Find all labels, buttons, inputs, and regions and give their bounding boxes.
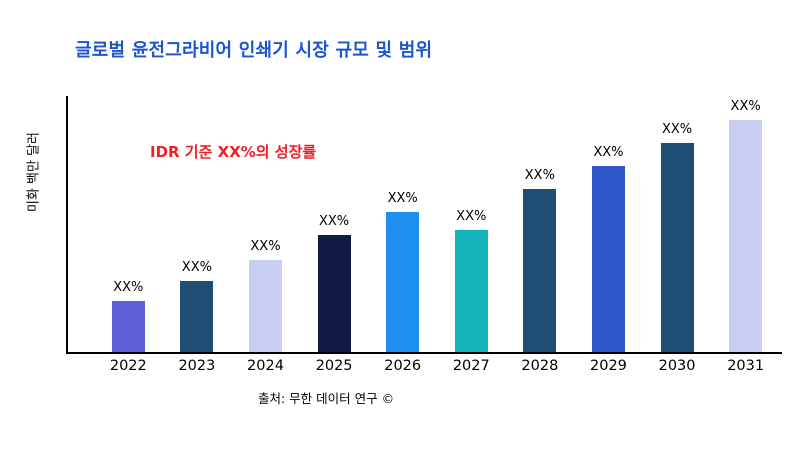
y-axis-label: 미화 백만 달러 [26,131,42,213]
bar-value-label: XX% [387,190,418,206]
growth-annotation: IDR 기준 XX%의 성장률 [150,143,317,161]
x-tick-2030: 2030 [658,358,696,374]
bar-2024 [248,260,282,352]
bar-value-label: XX% [456,208,487,224]
x-tick-2031: 2031 [727,358,765,374]
bar-value-label: XX% [113,280,144,295]
bar-2029 [591,165,625,352]
bar-value-label: XX% [524,167,555,183]
bar-group-2029: XX% [574,97,643,352]
bars-container: XX% XX% XX% XX% XX% XX% XX% XX% XX% XX% [68,97,780,352]
x-axis-line [66,352,782,354]
bar-group-2026: XX% [368,97,437,352]
x-tick-2024: 2024 [247,358,284,374]
bar-value-label: XX% [593,144,624,160]
bar-value-label: XX% [181,259,212,275]
x-tick-2026: 2026 [384,358,422,374]
bar-group-2031: XX% [711,97,780,352]
bar-2030 [660,142,694,352]
bar-2031 [729,119,763,352]
bar-value-label: XX% [318,213,350,229]
source-caption: 출처: 무한 데이터 연구 © [258,391,395,406]
x-tick-2028: 2028 [521,358,559,374]
bar-group-2023: XX% [163,97,232,352]
x-tick-2027: 2027 [452,358,490,374]
bar-value-label: XX% [730,98,761,114]
bar-group-2030: XX% [643,97,712,352]
bar-value-label: XX% [661,121,693,137]
x-tick-2029: 2029 [590,358,627,374]
plot-area: IDR 기준 XX%의 성장률 XX% XX% XX% XX% XX% XX% XX% XX%… [68,97,780,352]
y-axis-line [66,96,68,354]
bar-2026 [386,211,420,352]
ticks-row: 2022 2023 2024 2025 2026 2027 2028 2029 2030 2031 [68,358,780,374]
bar-group-2028: XX% [506,97,575,352]
chart-title: 글로벌 윤전그라비어 인쇄기 시장 규모 및 범위 [75,40,433,61]
x-tick-2025: 2025 [315,358,353,374]
bar-2028 [523,188,557,352]
x-tick-2022: 2022 [109,358,147,374]
bar-2023 [180,280,214,352]
bar-group-2024: XX% [231,97,300,352]
bar-group-2027: XX% [437,97,506,352]
bar-value-label: XX% [250,239,281,255]
x-tick-2023: 2023 [178,358,216,374]
bar-group-2022: XX% [94,97,163,352]
bar-2025 [317,234,351,352]
bar-2022 [111,301,145,352]
bar-2027 [454,229,488,352]
bar-group-2025: XX% [300,97,369,352]
